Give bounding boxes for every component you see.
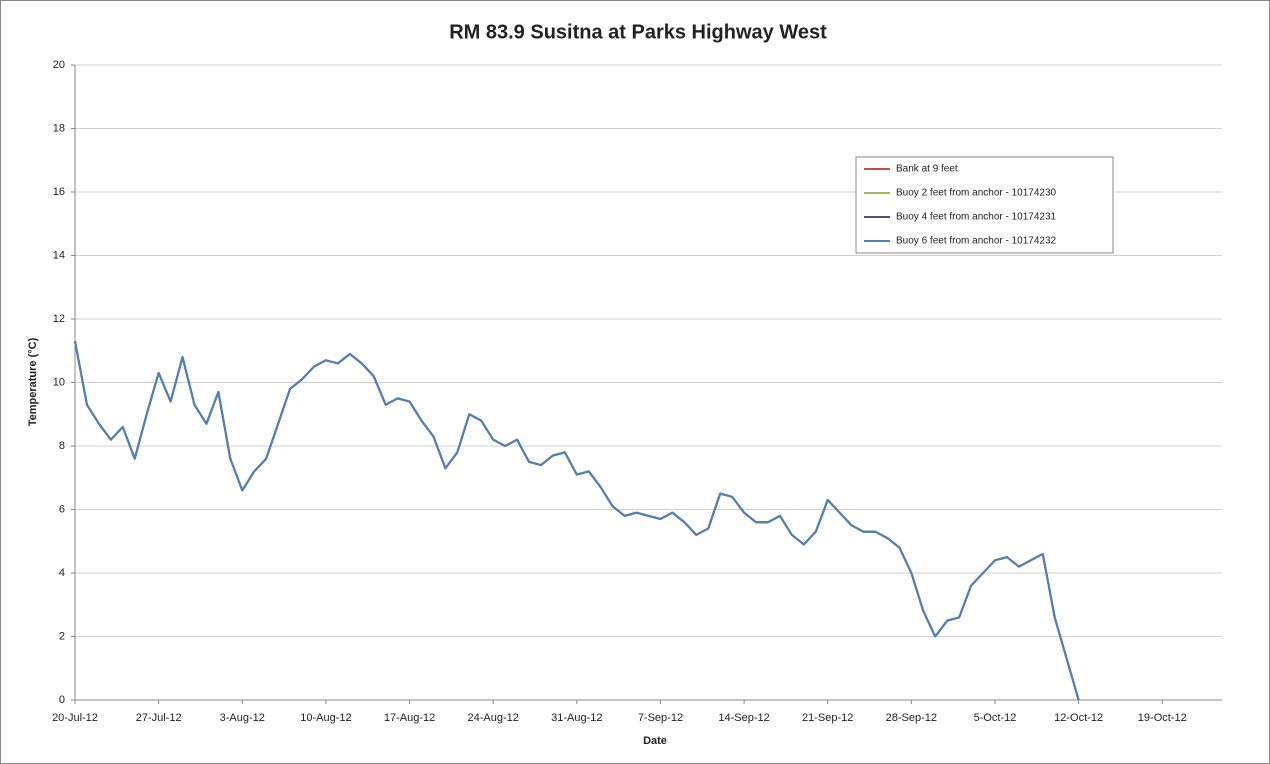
- y-tick-label: 8: [59, 440, 65, 452]
- x-tick-label: 19-Oct-12: [1138, 712, 1187, 724]
- x-tick-label: 21-Sep-12: [802, 712, 853, 724]
- x-tick-label: 27-Jul-12: [136, 712, 182, 724]
- y-tick-label: 16: [53, 186, 65, 198]
- series-line: [74, 341, 1080, 701]
- legend-label: Bank at 9 feet: [896, 164, 958, 175]
- y-tick-label: 10: [53, 376, 65, 388]
- y-axis-label: Temperature (°C): [27, 337, 39, 426]
- y-tick-label: 12: [53, 313, 65, 325]
- x-tick-label: 12-Oct-12: [1054, 712, 1103, 724]
- legend-label: Buoy 4 feet from anchor - 10174231: [896, 212, 1057, 223]
- y-tick-label: 0: [59, 694, 65, 706]
- x-tick-label: 7-Sep-12: [638, 712, 683, 724]
- x-tick-label: 17-Aug-12: [384, 712, 435, 724]
- y-tick-label: 2: [59, 630, 65, 642]
- x-tick-label: 3-Aug-12: [220, 712, 265, 724]
- x-tick-label: 24-Aug-12: [467, 712, 518, 724]
- y-tick-label: 18: [53, 122, 65, 134]
- x-tick-label: 14-Sep-12: [718, 712, 769, 724]
- x-tick-label: 28-Sep-12: [886, 712, 937, 724]
- x-tick-label: 31-Aug-12: [551, 712, 602, 724]
- x-axis-label: Date: [643, 735, 667, 747]
- y-tick-label: 4: [59, 567, 65, 579]
- y-tick-label: 20: [53, 59, 65, 71]
- y-tick-label: 6: [59, 503, 65, 515]
- legend: Bank at 9 feet Buoy 2 feet from anchor - …: [855, 156, 1114, 254]
- legend-label: Buoy 6 feet from anchor - 10174232: [896, 236, 1057, 247]
- legend-label: Buoy 2 feet from anchor - 10174230: [896, 188, 1057, 199]
- chart-title: RM 83.9 Susitna at Parks Highway West: [449, 21, 827, 43]
- x-tick-label: 20-Jul-12: [52, 712, 98, 724]
- x-tick-label: 5-Oct-12: [974, 712, 1017, 724]
- y-tick-label: 14: [53, 249, 65, 261]
- x-tick-label: 10-Aug-12: [300, 712, 351, 724]
- legend-box: [855, 156, 1114, 254]
